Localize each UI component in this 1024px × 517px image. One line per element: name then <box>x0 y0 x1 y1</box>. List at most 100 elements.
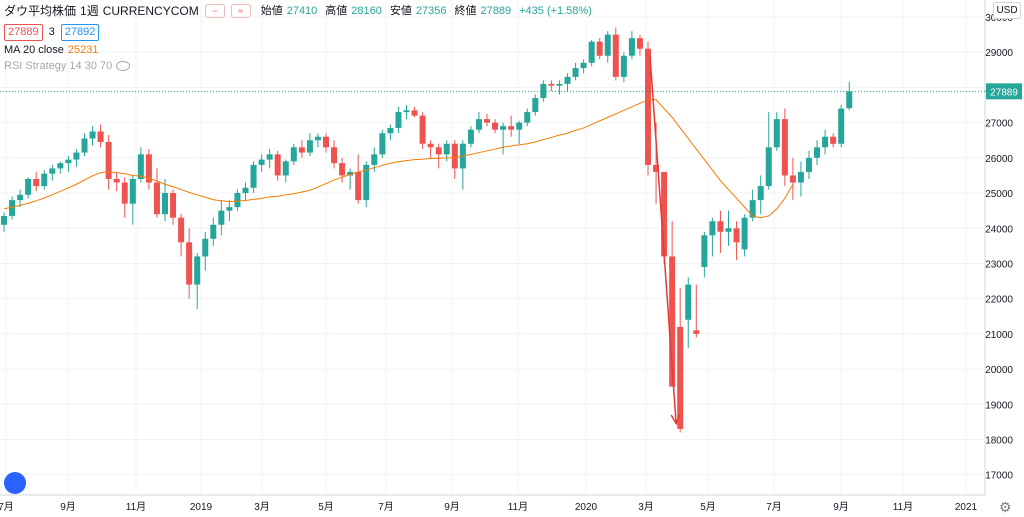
approx-icon[interactable]: ≈ <box>230 4 251 18</box>
candle-body <box>628 38 635 56</box>
candle-body <box>121 182 128 204</box>
ma20-polyline <box>3 99 794 219</box>
x-tick-label: 9月 <box>833 501 849 513</box>
y-tick-label: 29000 <box>985 48 1013 59</box>
trade-row: 27889 3 27892 <box>4 21 596 43</box>
last-price-tag <box>986 83 1022 100</box>
ma-value: 25231 <box>67 44 99 56</box>
x-tick-label: 11月 <box>508 501 528 513</box>
y-tick-label: 27000 <box>985 119 1013 130</box>
candle-body <box>492 122 499 130</box>
symbol-name[interactable]: ダウ平均株価 <box>4 4 77 18</box>
candle-body <box>395 112 402 128</box>
candle-body <box>97 131 104 143</box>
candle-body <box>612 34 619 77</box>
candle-body <box>822 136 829 148</box>
chart-legend: ダウ平均株価 1週 CURRENCYCOM − ≈ 始値 27410 高値 2816… <box>4 2 596 73</box>
y-tick-label: 23000 <box>985 259 1013 270</box>
candle-body <box>298 147 305 153</box>
candle-body <box>564 76 571 84</box>
candle-body <box>113 178 120 183</box>
candle-body <box>733 228 740 243</box>
candle-body <box>234 193 241 208</box>
candle-body <box>282 161 289 176</box>
sell-button[interactable]: 27889 <box>4 23 43 41</box>
minus-icon[interactable]: − <box>204 4 225 18</box>
candle-body <box>838 108 845 144</box>
x-tick-label: 3月 <box>638 501 654 513</box>
candlestick-series <box>1 27 853 433</box>
candle-body <box>363 164 370 201</box>
candle-body <box>178 217 185 243</box>
y-tick-label: 21000 <box>985 330 1013 341</box>
candle-body <box>508 126 515 130</box>
candle-body <box>604 34 611 56</box>
candle-body <box>709 221 716 236</box>
candle-body <box>41 173 48 187</box>
ohlc-high-value: 28160 <box>351 5 382 17</box>
candle-body <box>524 112 531 123</box>
buy-button[interactable]: 27892 <box>60 23 100 41</box>
symbol-interval[interactable]: 1週 <box>80 4 99 18</box>
candle-body <box>532 98 539 113</box>
candle-body <box>339 163 346 176</box>
ohlc-close-label: 終値 <box>454 5 477 17</box>
y-tick-label: 24000 <box>985 224 1013 235</box>
x-tick-label: 5月 <box>318 501 334 513</box>
candle-body <box>145 154 152 183</box>
candle-body <box>323 136 329 148</box>
x-tick-label: 11月 <box>126 501 146 513</box>
y-tick-label: 17000 <box>985 471 1013 482</box>
candle-body <box>475 119 482 130</box>
last-price-label: 27889 <box>990 87 1018 98</box>
candle-body <box>1 215 7 225</box>
candle-body <box>765 147 772 187</box>
tradingview-logo-icon[interactable] <box>4 472 26 494</box>
candle-body <box>202 238 209 257</box>
arrow-head <box>670 414 681 426</box>
y-tick-label: 19000 <box>985 400 1013 411</box>
x-tick-label: 7月 <box>378 501 394 513</box>
candle-body <box>749 200 756 218</box>
gear-icon[interactable]: ⚙ <box>999 499 1012 515</box>
candle-body <box>757 186 764 201</box>
ohlc-open-label: 始値 <box>260 5 283 17</box>
arrow-shaft <box>649 55 677 424</box>
candle-body <box>677 326 684 429</box>
rsi-legend[interactable]: RSI Strategy 14 30 70 <box>4 58 596 73</box>
candle-body <box>226 207 233 211</box>
candle-body <box>717 221 724 232</box>
candle-body <box>701 235 708 267</box>
currency-button[interactable]: USD <box>993 2 1021 19</box>
eye-hidden-icon[interactable] <box>116 60 131 71</box>
x-tick-label: 7月 <box>766 501 782 513</box>
candle-body <box>580 62 587 69</box>
candle-body <box>500 126 507 130</box>
candle-body <box>781 119 788 176</box>
y-tick-label: 20000 <box>985 365 1013 376</box>
candle-body <box>250 164 257 188</box>
candle-body <box>741 217 748 250</box>
candle-body <box>636 38 643 49</box>
symbol-source[interactable]: CURRENCYCOM <box>102 4 199 18</box>
ma-line <box>3 99 794 219</box>
candle-body <box>162 193 168 215</box>
candle-body <box>290 147 297 162</box>
x-axis-labels: 7月 9月 11月 2019 3月 5月 7月 9月 11月 2020 3月 5月 7月 9月 11月 202… <box>0 501 978 513</box>
candle-body <box>556 83 563 86</box>
x-tick-label: 2019 <box>190 502 213 513</box>
ohlc-open-value: 27410 <box>286 5 318 17</box>
candle-body <box>355 171 362 201</box>
x-tick-label: 2021 <box>955 502 978 513</box>
candle-body <box>25 178 32 195</box>
candle-body <box>467 129 474 144</box>
candle-body <box>596 41 603 56</box>
y-tick-label: 18000 <box>985 435 1013 446</box>
ohlc-close-value: 27889 <box>480 5 512 17</box>
x-tick-label: 5月 <box>700 501 716 513</box>
ma-legend[interactable]: MA 20 close 25231 <box>4 43 596 58</box>
y-tick-label: 25000 <box>985 189 1013 200</box>
candle-body <box>661 171 668 257</box>
